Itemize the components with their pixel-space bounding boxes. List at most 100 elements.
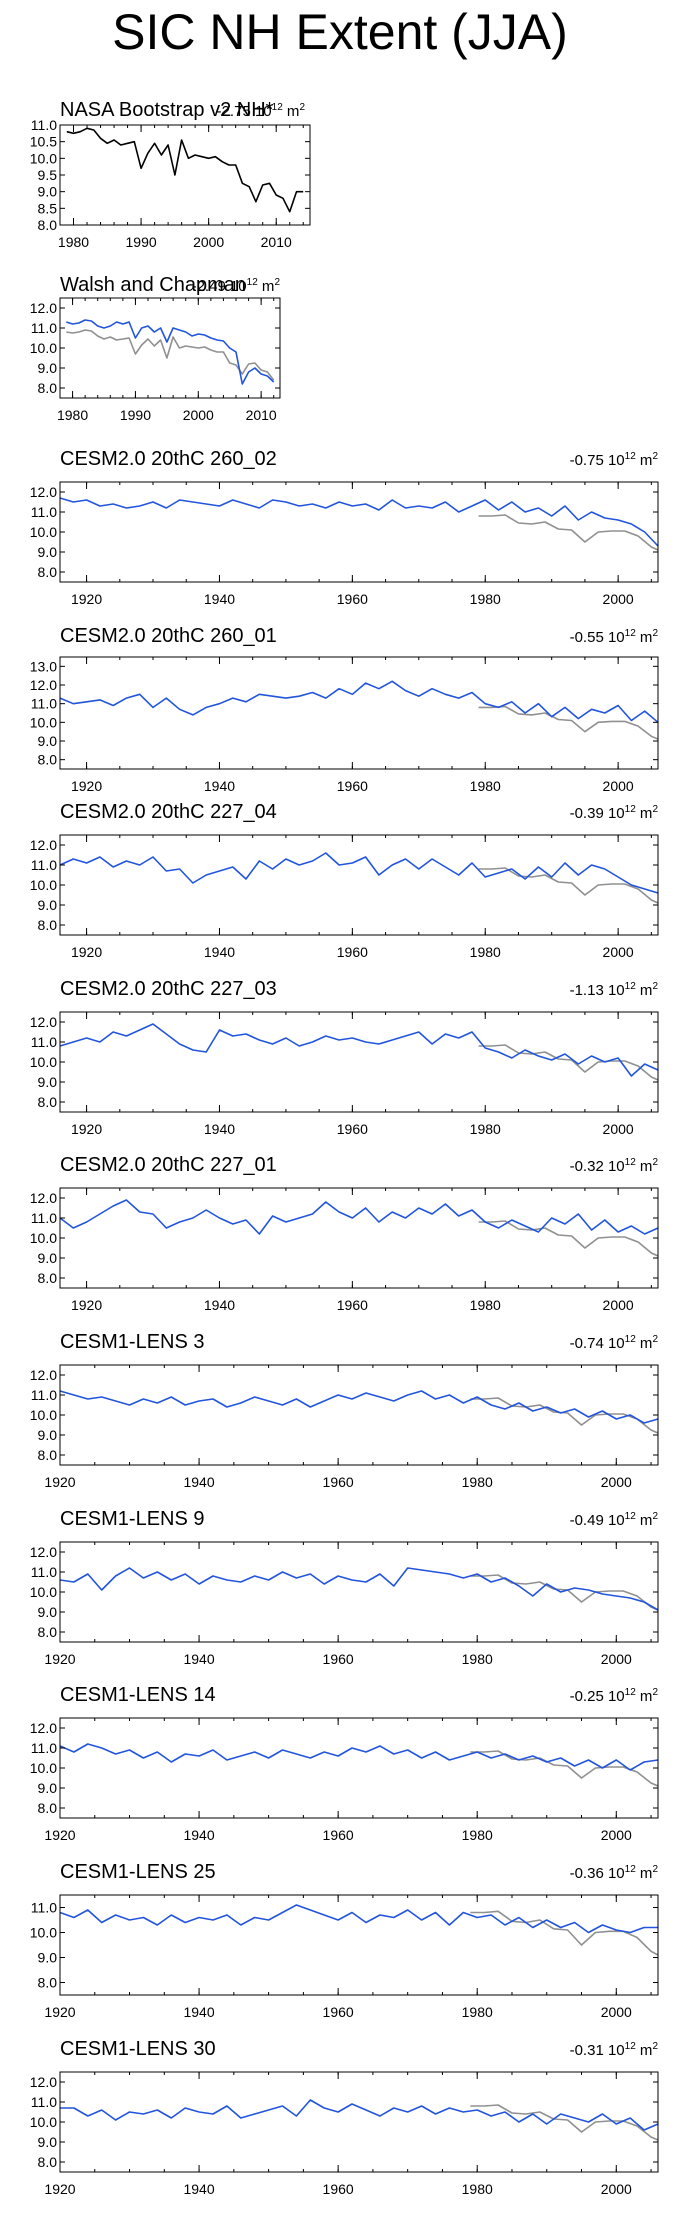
trend-exponent: 12 [625,1157,637,1168]
series-line [59,1567,659,1611]
x-tick-label: 2000 [603,1121,634,1137]
trend-unit: m [636,1158,653,1175]
panel-title: CESM1-LENS 3 [60,1331,205,1353]
y-tick-label: 8.0 [38,1094,58,1110]
x-tick-label: 1960 [337,778,368,794]
trend-exponent: 12 [247,277,259,288]
series-line [66,319,275,385]
y-tick-label: 9.0 [38,2134,58,2150]
y-tick-label: 12.0 [30,1544,57,1560]
trend-unit: m [636,629,653,646]
plot-frame [59,1541,659,1643]
x-tick-label: 2000 [601,2004,632,2020]
chart-panel: CESM1-LENS 30 -0.31 1012 m2 8.0 9.0 10.0 11.0… [30,2038,659,2197]
panel-title: CESM2.0 20thC 227_04 [60,801,277,823]
x-tick-label: 1960 [337,1297,368,1313]
x-tick-label: 1990 [126,234,157,250]
y-tick-label: 9.0 [38,184,58,200]
panel-title: CESM1-LENS 25 [60,1861,216,1883]
series-line [59,1390,659,1424]
y-tick-label: 10.0 [30,150,57,166]
y-tick-label: 10.0 [30,1407,57,1423]
series-line [478,867,659,904]
trend-label: -0.31 1012 m2 [570,2041,659,2059]
trend-unit-exponent: 2 [652,1511,658,1522]
y-tick-label: 12.0 [30,677,57,693]
y-tick-label: 10.5 [30,134,57,150]
y-tick-label: 9.0 [38,1250,58,1266]
panel-title: Walsh and Chapman [60,274,246,296]
trend-unit: m [636,982,653,999]
y-tick-label: 9.0 [38,1074,58,1090]
x-tick-label: 1980 [462,2181,493,2197]
trend-unit: m [636,1688,653,1705]
y-tick-label: 10.0 [30,714,57,730]
x-tick-label: 1980 [462,1651,493,1667]
panel-title: CESM1-LENS 9 [60,1508,205,1530]
y-tick-label: 9.0 [38,544,58,560]
plot-frame [59,834,659,936]
trend-label: -1.13 1012 m2 [570,981,659,999]
y-tick-label: 12.0 [30,1367,57,1383]
x-tick-label: 2000 [601,2181,632,2197]
trend-value: -2.49 10 [192,278,247,295]
x-tick-label: 1940 [204,944,235,960]
x-tick-label: 1920 [44,2181,75,2197]
series-line [59,852,659,894]
x-tick-label: 2010 [261,234,292,250]
trend-unit-exponent: 2 [299,102,305,113]
x-tick-label: 1920 [44,1474,75,1490]
x-tick-label: 1920 [44,1827,75,1843]
x-tick-label: 2000 [183,407,214,423]
trend-exponent: 12 [625,451,637,462]
trend-unit-exponent: 2 [652,804,658,815]
trend-exponent: 12 [625,1334,637,1345]
y-tick-label: 12.0 [30,1190,57,1206]
y-tick-label: 8.0 [38,1447,58,1463]
trend-label: -0.32 1012 m2 [570,1157,659,1175]
chart-panel: CESM2.0 20thC 260_02 -0.75 1012 m2 8.0 9.0 1… [30,448,659,607]
y-tick-label: 9.0 [38,1604,58,1620]
y-tick-label: 13.0 [30,658,57,674]
series-line [66,127,304,213]
x-tick-label: 1940 [204,778,235,794]
trend-label: -2.75 1012 m2 [217,102,306,120]
y-tick-label: 12.0 [30,484,57,500]
y-tick-label: 8.0 [38,217,58,233]
y-tick-label: 10.0 [30,1584,57,1600]
trend-unit: m [636,1865,653,1882]
y-tick-label: 11.0 [31,504,57,520]
y-tick-label: 12.0 [30,1014,57,1030]
series-line [478,514,659,551]
trend-label: -0.55 1012 m2 [570,628,659,646]
y-tick-label: 11.0 [31,1034,57,1050]
trend-unit-exponent: 2 [652,1687,658,1698]
chart-panel: CESM1-LENS 3 -0.74 1012 m2 8.0 9.0 10.0 11.0 1… [30,1331,659,1490]
x-tick-label: 1980 [462,1827,493,1843]
series-line [470,2104,659,2141]
trend-exponent: 12 [625,1864,637,1875]
x-tick-label: 1920 [71,1297,102,1313]
x-tick-label: 2000 [601,1827,632,1843]
x-tick-label: 1940 [183,2181,214,2197]
trend-unit: m [258,278,275,295]
y-tick-label: 10.0 [30,1925,57,1941]
x-tick-label: 1940 [183,2004,214,2020]
series-line [66,329,275,381]
series-line [59,497,659,547]
y-tick-label: 9.0 [38,360,58,376]
trend-unit-exponent: 2 [274,277,280,288]
y-tick-label: 12.0 [30,2074,57,2090]
y-tick-label: 9.5 [38,167,58,183]
y-tick-label: 11.0 [31,1210,57,1226]
series-line [478,1044,659,1081]
series-line [59,1904,658,1934]
series-line [59,680,659,723]
x-tick-label: 2000 [601,1651,632,1667]
y-tick-label: 8.0 [38,380,58,396]
trend-exponent: 12 [625,981,637,992]
y-tick-label: 11.0 [31,1387,57,1403]
series-line [59,1199,659,1235]
y-tick-label: 8.0 [38,564,58,580]
x-tick-label: 1960 [323,2181,354,2197]
